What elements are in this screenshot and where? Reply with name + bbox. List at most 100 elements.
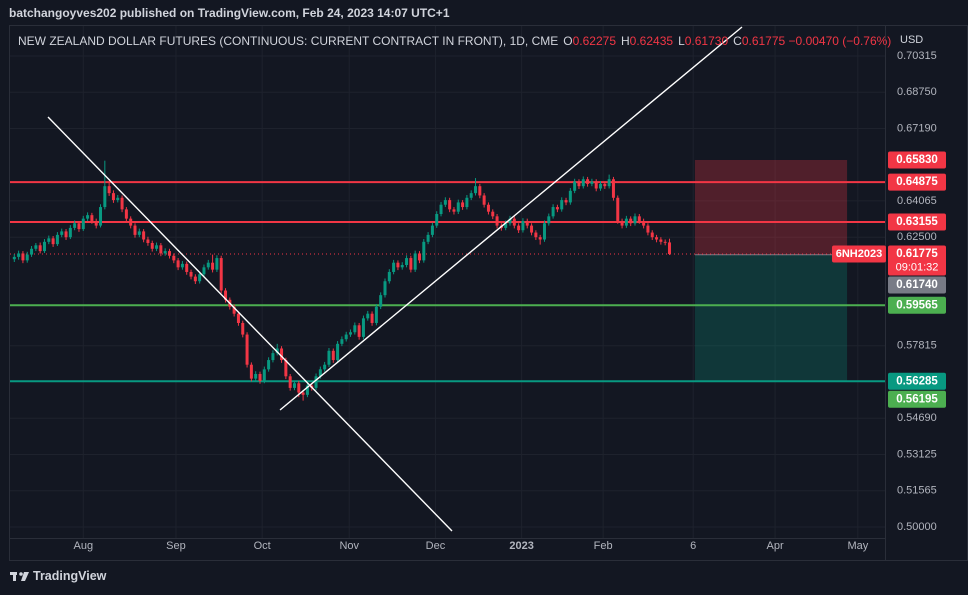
candle-body bbox=[426, 234, 430, 242]
candle-body bbox=[573, 181, 577, 191]
price-label-box bbox=[888, 390, 946, 408]
candle-body bbox=[534, 232, 538, 238]
candle-body bbox=[254, 373, 258, 379]
symbol-label-box bbox=[832, 245, 886, 263]
candle-body bbox=[491, 211, 495, 217]
candle-body bbox=[73, 223, 77, 228]
y-tick-label: 0.54690 bbox=[897, 412, 937, 424]
ohlc-value: 0.62275 bbox=[572, 34, 616, 48]
candle-body bbox=[47, 238, 51, 242]
candle-body bbox=[340, 339, 344, 344]
x-tick-label: Apr bbox=[767, 540, 784, 552]
price-label: 0.63155 bbox=[896, 216, 938, 228]
candle-body bbox=[314, 376, 318, 388]
candle-body bbox=[146, 239, 150, 243]
candle-body bbox=[323, 364, 327, 370]
candle-body bbox=[607, 179, 611, 187]
candle-body bbox=[219, 258, 223, 291]
candle-body bbox=[551, 207, 555, 217]
brand-logo bbox=[10, 572, 29, 581]
candle-body bbox=[241, 322, 245, 335]
price-label: 0.61740 bbox=[896, 279, 938, 291]
candle-body bbox=[642, 220, 646, 226]
candle-body bbox=[525, 220, 529, 226]
ohlc-key: O bbox=[563, 34, 573, 48]
logo-part bbox=[21, 572, 29, 581]
candle-body bbox=[271, 353, 275, 361]
candle-body bbox=[521, 220, 525, 231]
candle-body bbox=[650, 232, 654, 238]
chart-pane bbox=[9, 25, 968, 561]
candle-body bbox=[318, 369, 322, 377]
candle-body bbox=[387, 271, 391, 282]
publisher-line: batchangoyves202 published on TradingVie… bbox=[9, 6, 450, 20]
candle-body bbox=[370, 313, 374, 323]
candle-body bbox=[637, 216, 641, 221]
candle-body bbox=[305, 385, 309, 395]
candle-body bbox=[486, 204, 490, 212]
candle-body bbox=[81, 218, 85, 230]
candle-body bbox=[349, 332, 353, 335]
candle-body bbox=[443, 200, 447, 205]
candle-body bbox=[474, 186, 478, 194]
y-tick-label: 0.50000 bbox=[897, 521, 937, 533]
candle-body bbox=[124, 209, 128, 219]
price-label-box bbox=[888, 276, 946, 294]
price-label-box bbox=[888, 213, 946, 231]
candle-body bbox=[25, 254, 29, 261]
price-label-box bbox=[888, 372, 946, 390]
ohlc-value: 0.61730 bbox=[684, 34, 729, 48]
candle-body bbox=[409, 258, 413, 270]
candle-body bbox=[417, 253, 421, 261]
logo-part bbox=[19, 572, 23, 576]
candle-body bbox=[336, 343, 340, 361]
candle-body bbox=[663, 241, 667, 243]
candle-body bbox=[374, 306, 378, 323]
price-label: 0.61775 bbox=[896, 248, 938, 260]
candle-body bbox=[284, 360, 288, 377]
candle-body bbox=[116, 197, 120, 201]
symbol-label: 6NH2023 bbox=[836, 248, 882, 260]
candle-body bbox=[461, 202, 465, 208]
x-tick-label: Nov bbox=[339, 540, 359, 552]
candle-body bbox=[167, 251, 171, 256]
price-label: 0.65830 bbox=[896, 154, 938, 166]
candle-body bbox=[400, 265, 404, 268]
candle-body bbox=[495, 216, 499, 226]
candle-body bbox=[413, 253, 417, 270]
candle-body bbox=[17, 253, 21, 257]
candle-body bbox=[586, 179, 590, 184]
candle-body bbox=[137, 231, 141, 235]
candle-body bbox=[288, 376, 292, 388]
candle-body bbox=[542, 223, 546, 240]
y-tick-label: 0.57815 bbox=[897, 340, 937, 352]
candle-body bbox=[297, 383, 301, 393]
candle-body bbox=[275, 348, 279, 354]
ohlc-key: L bbox=[678, 34, 685, 48]
candle-body bbox=[68, 227, 72, 238]
candle-body bbox=[262, 369, 266, 381]
y-tick-label: 0.68750 bbox=[897, 86, 937, 98]
position-target-zone bbox=[694, 254, 848, 382]
candle-body bbox=[435, 214, 439, 226]
candle-body bbox=[185, 263, 189, 272]
candle-body bbox=[327, 350, 331, 365]
candle-body bbox=[517, 225, 521, 231]
candle-body bbox=[280, 348, 284, 361]
candle-body bbox=[107, 186, 111, 194]
candle-body bbox=[103, 186, 107, 208]
candle-body bbox=[452, 209, 456, 212]
candle-body bbox=[422, 241, 426, 261]
price-label-box bbox=[888, 296, 946, 314]
x-tick-label: 2023 bbox=[509, 540, 533, 552]
candle-body bbox=[530, 225, 534, 233]
candle-body bbox=[577, 181, 581, 187]
candle-body bbox=[560, 200, 564, 210]
candle-body bbox=[189, 271, 193, 277]
candle-body bbox=[42, 241, 46, 252]
candle-body bbox=[94, 220, 98, 226]
candle-body bbox=[603, 183, 607, 187]
candle-body bbox=[655, 237, 659, 240]
candle-body bbox=[357, 325, 361, 337]
candle-body bbox=[172, 255, 176, 261]
